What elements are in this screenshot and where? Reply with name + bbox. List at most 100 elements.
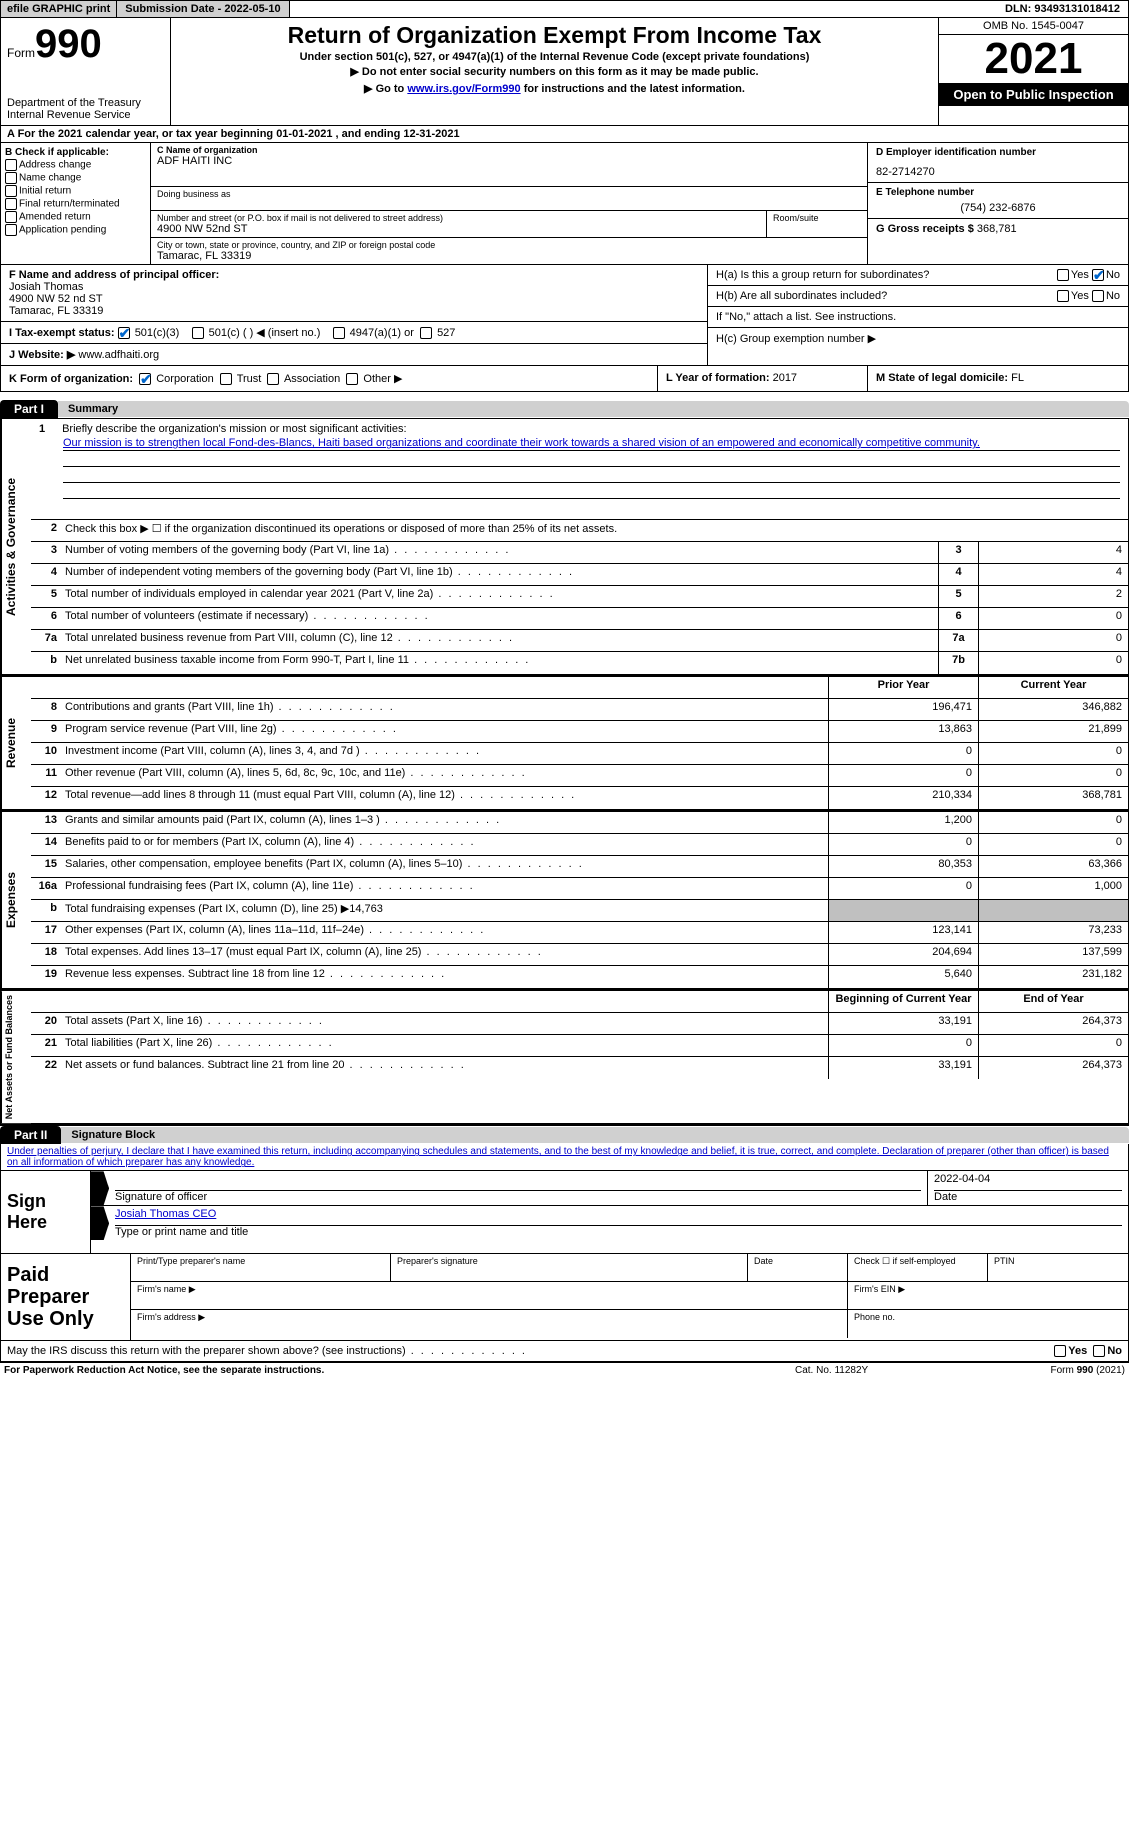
data-line: 12Total revenue—add lines 8 through 11 (…: [31, 787, 1128, 809]
kl-block: K Form of organization: Corporation Trus…: [0, 366, 1129, 392]
chk-ha-yes[interactable]: [1057, 269, 1069, 281]
subtitle-2: ▶ Do not enter social security numbers o…: [179, 65, 930, 78]
footer-mid: Cat. No. 11282Y: [795, 1365, 945, 1376]
net-section: Net Assets or Fund Balances Beginning of…: [0, 991, 1129, 1126]
l-box: L Year of formation: 2017: [658, 366, 868, 391]
chk-final-return[interactable]: [5, 198, 17, 210]
officer-addr1: 4900 NW 52 nd ST: [9, 293, 699, 305]
part2-tag: Part II: [0, 1126, 61, 1144]
mission-row: 1 Briefly describe the organization's mi…: [31, 419, 1128, 520]
irs-link[interactable]: www.irs.gov/Form990: [407, 83, 520, 95]
gov-line: 6Total number of volunteers (estimate if…: [31, 608, 1128, 630]
ha-label: H(a) Is this a group return for subordin…: [716, 269, 1057, 281]
chk-name-change[interactable]: [5, 172, 17, 184]
revenue-header: Prior Year Current Year: [31, 677, 1128, 699]
goto-line: ▶ Go to www.irs.gov/Form990 for instruct…: [179, 82, 930, 95]
dba-label: Doing business as: [157, 189, 231, 199]
room-label: Room/suite: [767, 211, 867, 237]
street-value: 4900 NW 52nd ST: [157, 223, 760, 235]
i-box: I Tax-exempt status: 501(c)(3) 501(c) ( …: [1, 322, 707, 344]
header-left: Form990 Department of the Treasury Inter…: [1, 18, 171, 125]
chk-hb-no[interactable]: [1092, 290, 1104, 302]
data-line: 19Revenue less expenses. Subtract line 1…: [31, 966, 1128, 988]
part1-title: Summary: [58, 401, 1129, 417]
discuss-row: May the IRS discuss this return with the…: [0, 1341, 1129, 1362]
fghi-block: F Name and address of principal officer:…: [0, 265, 1129, 366]
info-block: B Check if applicable: Address change Na…: [0, 143, 1129, 265]
efile-label: efile GRAPHIC print: [1, 1, 117, 17]
data-line: 22Net assets or fund balances. Subtract …: [31, 1057, 1128, 1079]
inspection-label: Open to Public Inspection: [939, 83, 1128, 106]
data-line: 9Program service revenue (Part VIII, lin…: [31, 721, 1128, 743]
firm-addr-label: Firm's address ▶: [131, 1310, 848, 1338]
name-title-label: Type or print name and title: [115, 1226, 1122, 1238]
data-line: 20Total assets (Part X, line 16)33,19126…: [31, 1013, 1128, 1035]
data-line: 17Other expenses (Part IX, column (A), l…: [31, 922, 1128, 944]
chk-assoc[interactable]: [267, 373, 279, 385]
data-line: bTotal fundraising expenses (Part IX, co…: [31, 900, 1128, 922]
hb-note: If "No," attach a list. See instructions…: [716, 311, 1120, 323]
header-right: OMB No. 1545-0047 2021 Open to Public In…: [938, 18, 1128, 125]
sig-label: Signature of officer: [115, 1191, 921, 1203]
tax-year: 2021: [939, 35, 1128, 83]
line-a: A For the 2021 calendar year, or tax yea…: [0, 126, 1129, 143]
dept-line2: Internal Revenue Service: [7, 109, 164, 121]
data-line: 14Benefits paid to or for members (Part …: [31, 834, 1128, 856]
chk-corp[interactable]: [139, 373, 151, 385]
org-name: ADF HAITI INC: [157, 155, 861, 167]
gov-line: bNet unrelated business taxable income f…: [31, 652, 1128, 674]
city-label: City or town, state or province, country…: [157, 240, 861, 250]
part1-tag: Part I: [0, 400, 58, 418]
preparer-block: Paid Preparer Use Only Print/Type prepar…: [0, 1254, 1129, 1341]
chk-discuss-no[interactable]: [1093, 1345, 1105, 1357]
expense-section: Expenses 13Grants and similar amounts pa…: [0, 812, 1129, 991]
data-line: 8Contributions and grants (Part VIII, li…: [31, 699, 1128, 721]
ein-label: D Employer identification number: [876, 147, 1120, 158]
chk-ha-no[interactable]: [1092, 269, 1104, 281]
sig-declaration: Under penalties of perjury, I declare th…: [0, 1144, 1129, 1171]
chk-pending[interactable]: [5, 224, 17, 236]
chk-501c[interactable]: [192, 327, 204, 339]
k-box: K Form of organization: Corporation Trus…: [1, 366, 658, 391]
vlabel-net: Net Assets or Fund Balances: [1, 991, 31, 1123]
chk-other[interactable]: [346, 373, 358, 385]
chk-527[interactable]: [420, 327, 432, 339]
form-number: 990: [35, 22, 102, 66]
dln-label: DLN: 93493131018412: [997, 1, 1128, 17]
chk-4947[interactable]: [333, 327, 345, 339]
vlabel-governance: Activities & Governance: [1, 419, 31, 674]
revenue-section: Revenue Prior Year Current Year 8Contrib…: [0, 677, 1129, 812]
part2-bar: Part II Signature Block: [0, 1126, 1129, 1144]
hb-label: H(b) Are all subordinates included?: [716, 290, 1057, 302]
submission-date: Submission Date - 2022-05-10: [117, 1, 289, 17]
chk-address-change[interactable]: [5, 159, 17, 171]
vlabel-expenses: Expenses: [1, 812, 31, 988]
officer-name-title: Josiah Thomas CEO: [115, 1208, 216, 1220]
chk-amended[interactable]: [5, 211, 17, 223]
header-center: Return of Organization Exempt From Incom…: [171, 18, 938, 125]
data-line: 10Investment income (Part VIII, column (…: [31, 743, 1128, 765]
data-line: 11Other revenue (Part VIII, column (A), …: [31, 765, 1128, 787]
chk-501c3[interactable]: [118, 327, 130, 339]
part2-title: Signature Block: [61, 1127, 1129, 1143]
subtitle-1: Under section 501(c), 527, or 4947(a)(1)…: [179, 51, 930, 63]
chk-hb-yes[interactable]: [1057, 290, 1069, 302]
chk-trust[interactable]: [220, 373, 232, 385]
gross-label: G Gross receipts $: [876, 223, 974, 235]
footer-right: Form 990 (2021): [945, 1365, 1125, 1376]
form-word: Form: [7, 46, 35, 60]
column-d: D Employer identification number 82-2714…: [868, 143, 1128, 264]
j-box: J Website: ▶ www.adfhaiti.org: [1, 344, 707, 365]
firm-phone-label: Phone no.: [848, 1310, 1128, 1338]
mission-text: Our mission is to strengthen local Fond-…: [63, 437, 1120, 451]
gov-line: 7aTotal unrelated business revenue from …: [31, 630, 1128, 652]
firm-ein-label: Firm's EIN ▶: [848, 1282, 1128, 1309]
col-b-header: B Check if applicable:: [5, 147, 146, 158]
omb-number: OMB No. 1545-0047: [939, 18, 1128, 35]
preparer-label: Paid Preparer Use Only: [1, 1254, 131, 1340]
gov-line: 4Number of independent voting members of…: [31, 564, 1128, 586]
chk-discuss-yes[interactable]: [1054, 1345, 1066, 1357]
chk-initial-return[interactable]: [5, 185, 17, 197]
prep-sig-label: Preparer's signature: [391, 1254, 748, 1281]
prep-date-label: Date: [748, 1254, 848, 1281]
